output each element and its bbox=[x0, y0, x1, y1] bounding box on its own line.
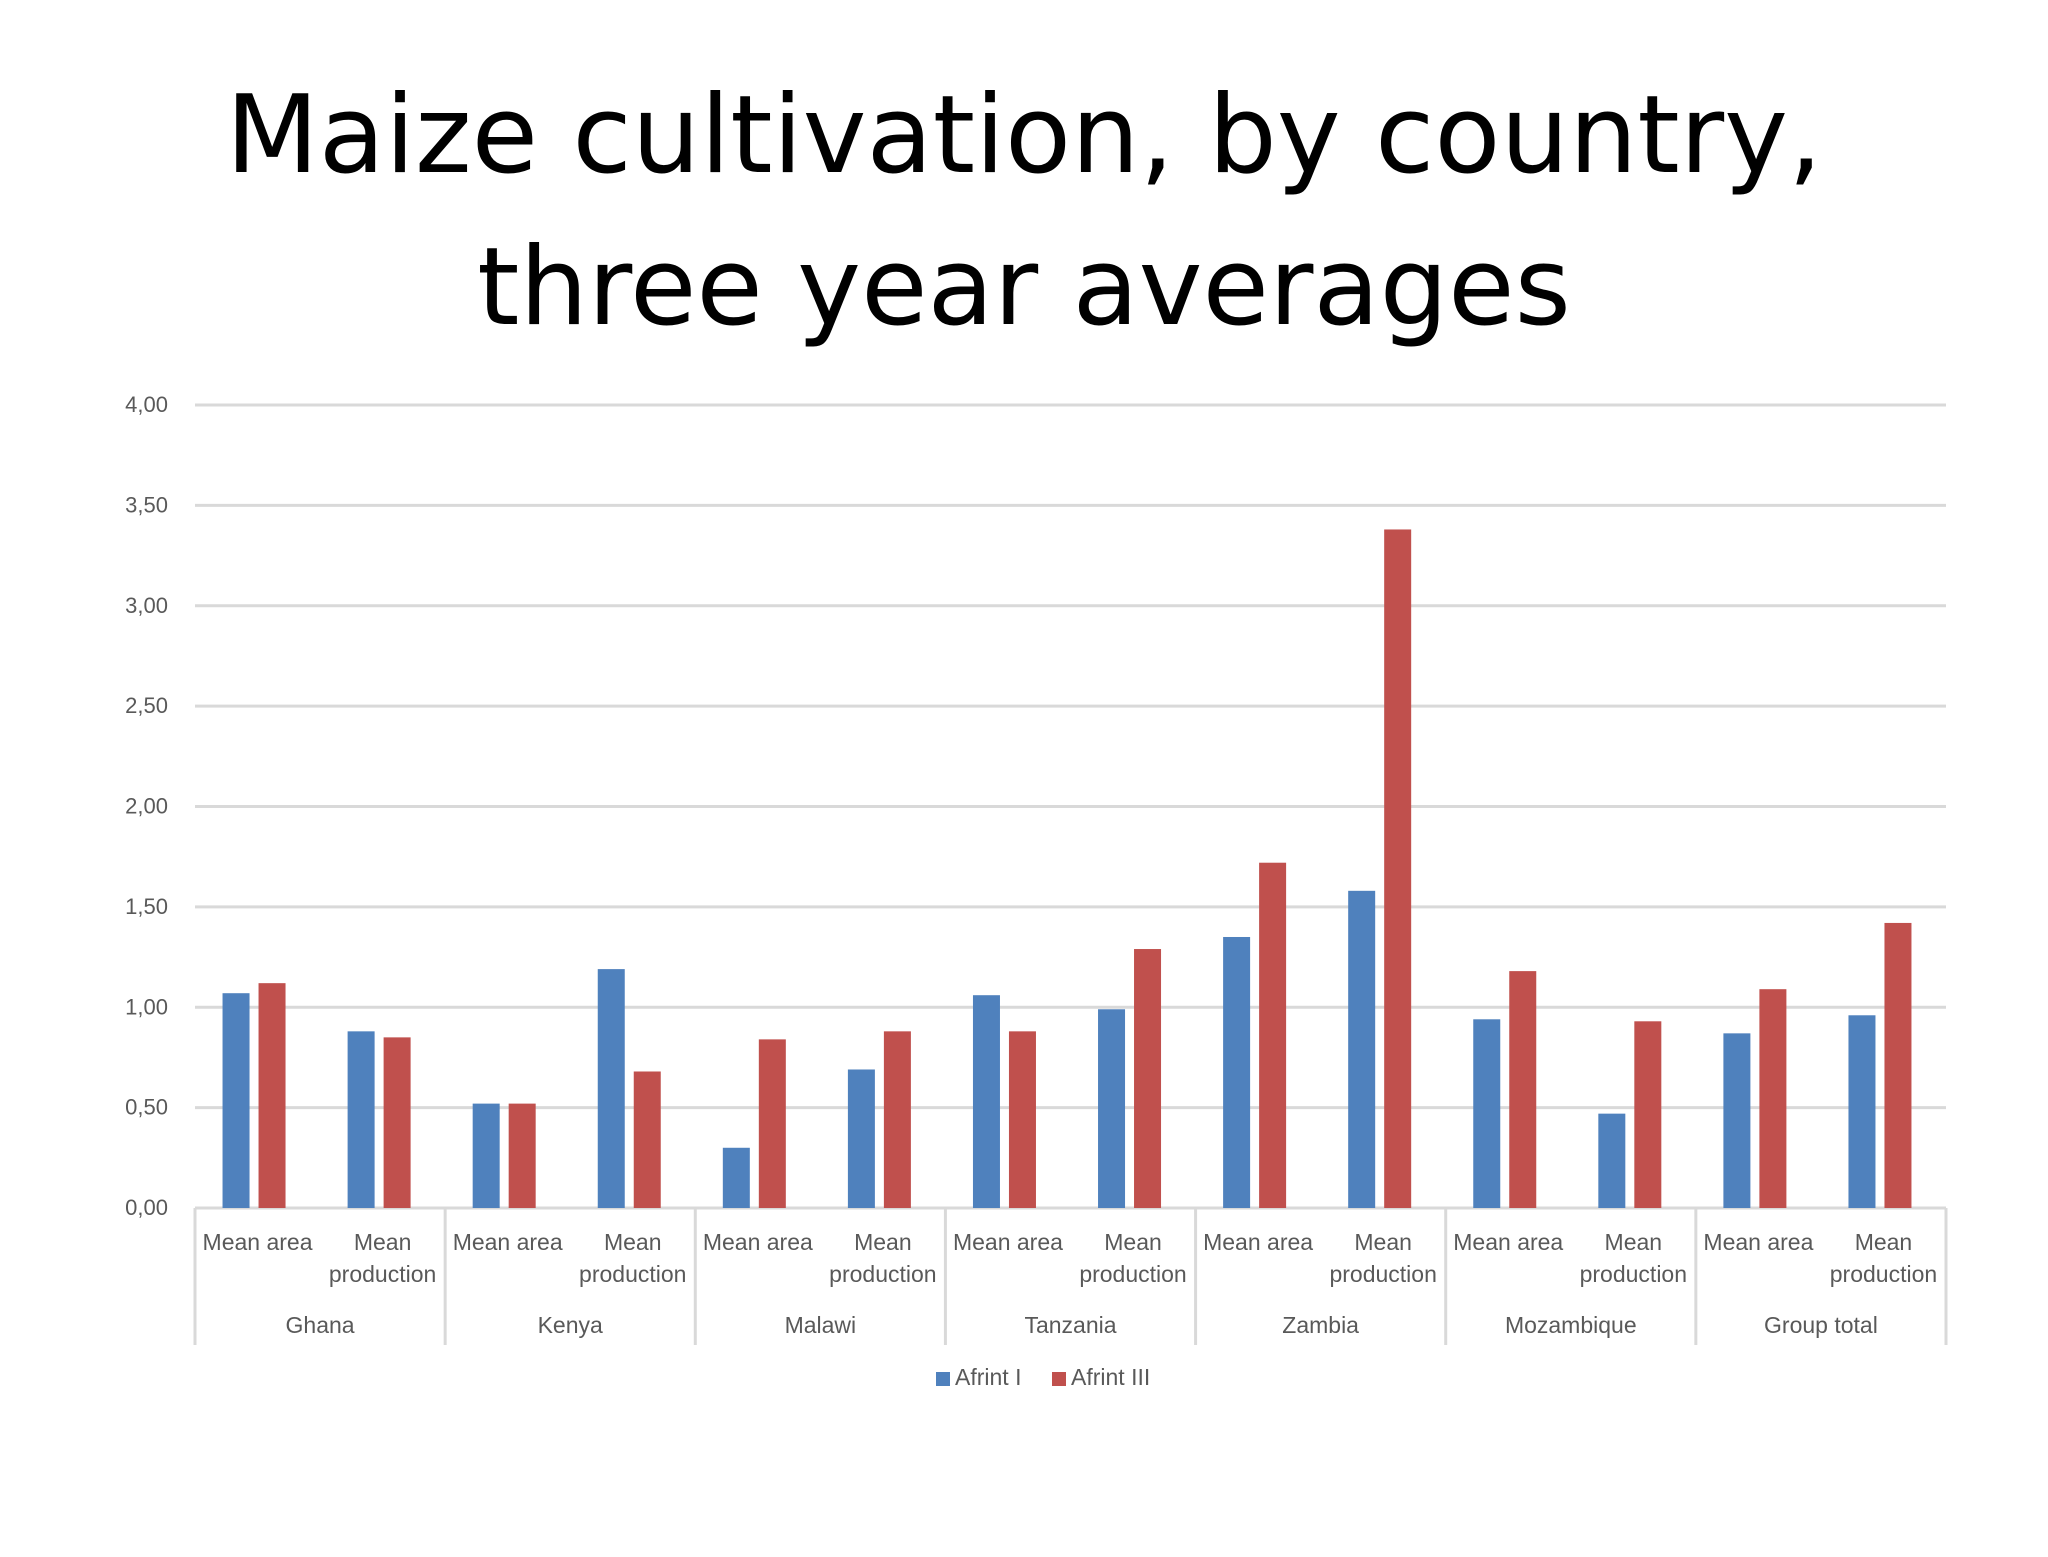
category-label: Mean bbox=[1605, 1229, 1663, 1255]
bar-afrint-iii bbox=[1509, 971, 1537, 1208]
legend-label-afrint-iii: Afrint III bbox=[1071, 1364, 1150, 1390]
group-label: Tanzania bbox=[1024, 1312, 1116, 1338]
bar-afrint-iii bbox=[1134, 949, 1162, 1208]
y-tick-label: 4,00 bbox=[125, 392, 168, 417]
bar-afrint-i bbox=[1723, 1033, 1751, 1208]
bar-afrint-i bbox=[722, 1147, 750, 1208]
category-label: production bbox=[1329, 1261, 1436, 1287]
y-tick-label: 3,50 bbox=[125, 492, 168, 517]
category-label: Mean bbox=[854, 1229, 912, 1255]
bar-afrint-i bbox=[347, 1031, 375, 1208]
legend-swatch-afrint-iii bbox=[1052, 1372, 1066, 1386]
bar-afrint-iii bbox=[1259, 862, 1287, 1208]
slide-title-line-2: three year averages bbox=[477, 225, 1571, 350]
category-label: Mean area bbox=[1203, 1229, 1313, 1255]
bar-afrint-iii bbox=[758, 1039, 786, 1208]
category-label: Mean area bbox=[453, 1229, 563, 1255]
y-tick-label: 2,50 bbox=[125, 693, 168, 718]
bar-afrint-iii bbox=[633, 1071, 661, 1208]
slide-title: Maize cultivation, by country, three yea… bbox=[0, 60, 2048, 364]
bar-afrint-iii bbox=[883, 1031, 911, 1208]
y-tick-label: 3,00 bbox=[125, 593, 168, 618]
group-label: Group total bbox=[1764, 1312, 1878, 1338]
bar-afrint-i bbox=[1598, 1113, 1626, 1208]
bar-afrint-iii bbox=[1384, 529, 1412, 1208]
category-label: Mean bbox=[604, 1229, 662, 1255]
y-tick-label: 1,00 bbox=[125, 994, 168, 1019]
bar-afrint-i bbox=[472, 1103, 500, 1208]
group-label: Zambia bbox=[1282, 1312, 1359, 1338]
category-label: Mean bbox=[1104, 1229, 1162, 1255]
category-label: Mean bbox=[1855, 1229, 1913, 1255]
bar-afrint-iii bbox=[383, 1037, 411, 1208]
category-label: Mean bbox=[354, 1229, 412, 1255]
legend-label-afrint-i: Afrint I bbox=[955, 1364, 1021, 1390]
category-label: production bbox=[829, 1261, 936, 1287]
bar-afrint-iii bbox=[1634, 1021, 1662, 1208]
category-label: Mean area bbox=[953, 1229, 1063, 1255]
bar-afrint-i bbox=[1223, 936, 1251, 1208]
category-label: Mean area bbox=[1703, 1229, 1813, 1255]
bar-afrint-i bbox=[847, 1069, 875, 1208]
group-label: Mozambique bbox=[1505, 1312, 1637, 1338]
bar-afrint-iii bbox=[258, 983, 286, 1208]
bar-afrint-i bbox=[1098, 1009, 1126, 1208]
bar-afrint-i bbox=[972, 995, 1000, 1208]
y-tick-label: 0,50 bbox=[125, 1095, 168, 1120]
bar-afrint-iii bbox=[1759, 989, 1787, 1208]
bar-afrint-i bbox=[1348, 890, 1376, 1208]
bar-afrint-iii bbox=[508, 1103, 536, 1208]
group-label: Kenya bbox=[538, 1312, 603, 1338]
bar-afrint-i bbox=[1473, 1019, 1501, 1208]
group-label: Ghana bbox=[286, 1312, 355, 1338]
category-label: production bbox=[1580, 1261, 1687, 1287]
legend-swatch-afrint-i bbox=[936, 1372, 950, 1386]
y-tick-label: 0,00 bbox=[125, 1195, 168, 1220]
category-label: Mean bbox=[1354, 1229, 1412, 1255]
bar-afrint-i bbox=[222, 993, 250, 1208]
category-label: Mean area bbox=[703, 1229, 813, 1255]
category-label: production bbox=[1830, 1261, 1937, 1287]
category-label: production bbox=[1079, 1261, 1186, 1287]
category-label: production bbox=[579, 1261, 686, 1287]
bar-afrint-iii bbox=[1008, 1031, 1036, 1208]
group-label: Malawi bbox=[785, 1312, 857, 1338]
category-label: production bbox=[329, 1261, 436, 1287]
y-tick-label: 1,50 bbox=[125, 894, 168, 919]
slide-title-line-1: Maize cultivation, by country, bbox=[225, 73, 1823, 198]
bar-afrint-i bbox=[597, 969, 625, 1208]
bar-afrint-i bbox=[1848, 1015, 1876, 1208]
bar-afrint-iii bbox=[1884, 922, 1912, 1208]
category-label: Mean area bbox=[1453, 1229, 1563, 1255]
category-label: Mean area bbox=[203, 1229, 313, 1255]
y-tick-label: 2,00 bbox=[125, 794, 168, 819]
